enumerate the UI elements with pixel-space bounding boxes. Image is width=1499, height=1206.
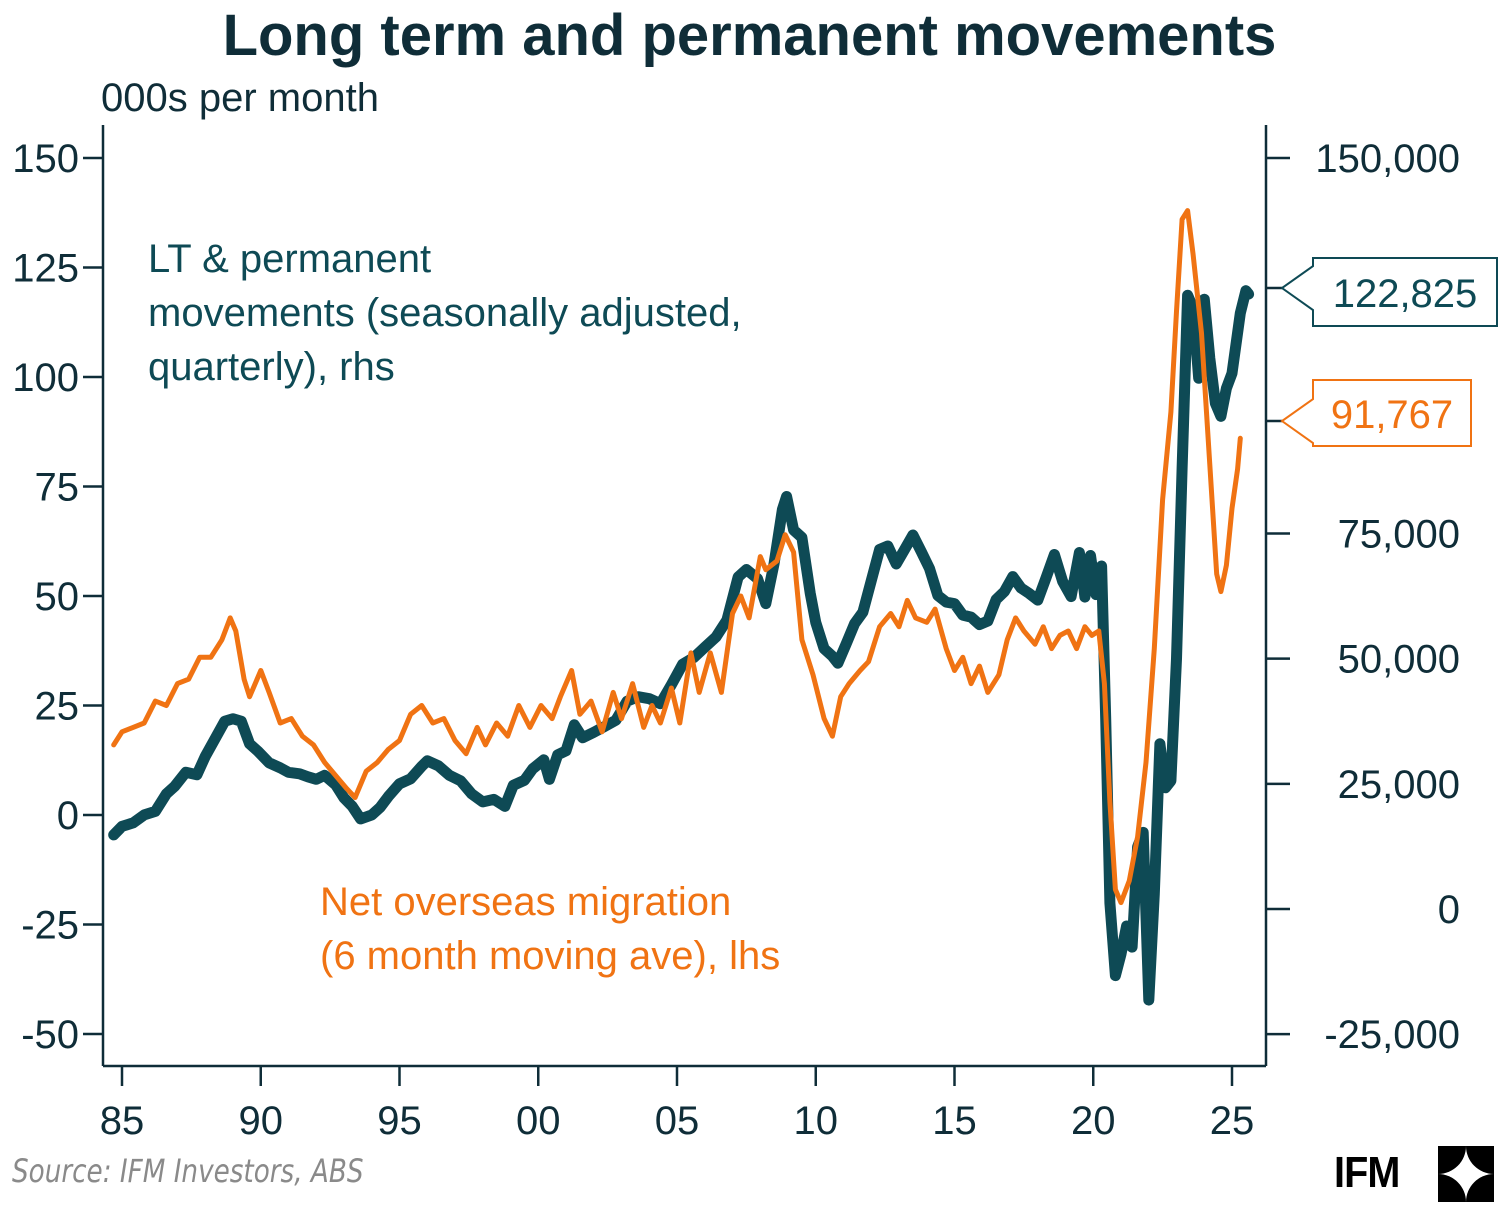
series-line: [111, 208, 1243, 906]
left-axis-tick-label: 0: [57, 794, 79, 838]
nom-series-label: Net overseas migration: [320, 880, 731, 924]
left-axis-tick-label: 125: [12, 247, 79, 291]
nom-end-label-value: 91,767: [1331, 393, 1453, 437]
lt-series-label: movements (seasonally adjusted,: [148, 291, 742, 335]
logo-mark-icon: [1438, 1146, 1494, 1202]
left-axis-unit-label: 000s per month: [101, 76, 379, 120]
x-axis-tick-label: 05: [655, 1099, 700, 1143]
x-axis-tick-label: 15: [932, 1099, 977, 1143]
left-axis-tick-label: 150: [12, 137, 79, 181]
lt-end-label-value: 122,825: [1333, 272, 1478, 316]
x-axis-tick-label: 25: [1210, 1099, 1255, 1143]
right-axis-tick-label: 0: [1438, 888, 1460, 932]
left-axis-tick-label: 75: [35, 466, 80, 510]
annotations: 122,825 91,767 LT & permanent movements (se…: [148, 237, 1498, 978]
x-axis-tick-label: 00: [516, 1099, 561, 1143]
chart-title: Long term and permanent movements: [222, 3, 1277, 68]
series-layer: [108, 208, 1255, 1006]
right-axis-tick-label: 50,000: [1338, 638, 1460, 682]
right-axis-tick-label: 75,000: [1338, 513, 1460, 557]
series-line: [108, 285, 1255, 1006]
right-axis-tick-label: -25,000: [1324, 1013, 1460, 1057]
right-axis-tick-label: 25,000: [1338, 763, 1460, 807]
nom-series-label: (6 month moving ave), lhs: [320, 934, 780, 978]
left-axis-tick-label: 50: [35, 575, 80, 619]
lt-series-label: LT & permanent: [148, 237, 431, 281]
left-axis-tick-label: -25: [21, 904, 79, 948]
x-axis-tick-label: 20: [1071, 1099, 1116, 1143]
lt-series-label: quarterly), rhs: [148, 345, 395, 389]
logo-text: IFM: [1334, 1148, 1400, 1197]
x-axis-tick-label: 95: [377, 1099, 422, 1143]
source-note: Source: IFM Investors, ABS: [12, 1152, 364, 1190]
x-axis-tick-label: 90: [239, 1099, 284, 1143]
axes: 1501251007550250-25-50150,00075,00050,00…: [12, 125, 1460, 1143]
left-axis-tick-label: -50: [21, 1013, 79, 1057]
x-axis-tick-label: 10: [794, 1099, 839, 1143]
right-axis-tick-label: 150,000: [1315, 137, 1460, 181]
left-axis-tick-label: 25: [35, 685, 80, 729]
lt-end-label-box: [1280, 257, 1498, 327]
left-axis-tick-label: 100: [12, 356, 79, 400]
nom-end-label-box: [1280, 379, 1472, 447]
x-axis-tick-label: 85: [100, 1099, 145, 1143]
